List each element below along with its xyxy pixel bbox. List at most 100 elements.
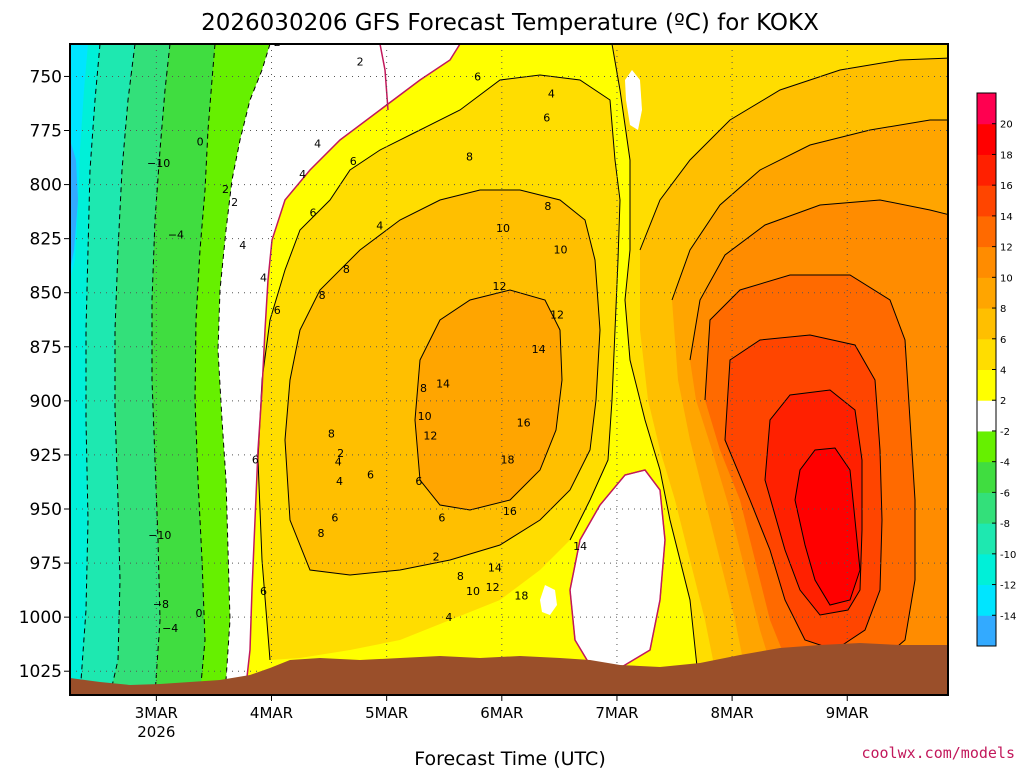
colorbar-swatch (977, 215, 996, 248)
contour-label: −10 (148, 529, 171, 542)
contour-label: 8 (466, 150, 473, 163)
contour-label: 12 (493, 280, 507, 293)
colorbar-tick-label: -6 (1000, 488, 1010, 499)
contour-label: 2 (274, 36, 281, 49)
contour-label: 8 (318, 527, 325, 540)
colorbar-tick-label: -12 (1000, 581, 1016, 592)
colorbar-swatch (977, 584, 996, 616)
contour-label: 8 (544, 200, 551, 213)
credit-text: coolwx.com/models (861, 744, 1015, 762)
contour-label: 4 (548, 88, 555, 101)
contour-label: 2 (231, 196, 238, 209)
fill-band-orange-core (415, 290, 562, 510)
colorbar-tick-label: 6 (1000, 335, 1006, 346)
x-tick-label: 9MAR (826, 704, 869, 722)
x-tick-label: 6MAR (480, 704, 523, 722)
colorbar: -14 -12 -10 -8 -6 -4 -2 2 4 6 8 10 12 14 16 18 20 (976, 92, 1016, 647)
x-tick-label: 4MAR (250, 704, 293, 722)
chart-title: 2026030206 GFS Forecast Temperature (ºC)… (201, 10, 819, 36)
contour-label: 6 (309, 207, 316, 220)
y-tick-label: 1025 (19, 662, 62, 682)
contour-label: 14 (488, 561, 502, 574)
y-tick-label: 950 (30, 500, 62, 520)
contour-label: 4 (299, 168, 306, 181)
grid (70, 44, 948, 695)
colorbar-tick-label: 16 (1000, 181, 1013, 192)
colorbar-tick-label: -4 (1000, 458, 1010, 469)
contour-label: 6 (274, 304, 281, 317)
contour-label: 10 (554, 243, 568, 256)
colorbar-swatch (977, 185, 996, 217)
colorbar-swatch (977, 93, 996, 125)
contour-label: 6 (415, 475, 422, 488)
contour-label: 4 (336, 475, 343, 488)
colorbar-tick-label: 18 (1000, 150, 1013, 161)
contour-label: 8 (420, 382, 427, 395)
contour-label: 6 (350, 155, 357, 168)
contour-label: 14 (532, 343, 546, 356)
contour-label: 4 (445, 611, 452, 624)
contour-label: 14 (573, 540, 587, 553)
fill-band-white-pocket (570, 470, 665, 668)
contour-label: 2 (222, 183, 229, 196)
contour-label: 8 (457, 570, 464, 583)
contour-label: 4 (314, 137, 321, 150)
contour-label: 18 (514, 590, 528, 603)
fill-band-white-small (540, 585, 557, 615)
colorbar-tick-label: 14 (1000, 212, 1013, 223)
colorbar-swatch (977, 369, 996, 401)
x-tick-label: 3MAR (135, 704, 178, 722)
colorbar-swatch (977, 553, 996, 586)
ground-terrain (70, 643, 948, 695)
contour-label: −10 (147, 157, 170, 170)
colorbar-tick-label: 8 (1000, 304, 1006, 315)
contour-label: 10 (418, 410, 432, 423)
y-tick-label: 750 (30, 67, 62, 87)
contour-label: 6 (260, 585, 267, 598)
x-tick-label: 8MAR (711, 704, 754, 722)
colorbar-swatch (977, 123, 996, 155)
colorbar-tick-label: 12 (1000, 243, 1013, 254)
contour-label: 16 (503, 505, 517, 518)
contour-label: 4 (376, 220, 383, 233)
contour-label: 6 (474, 70, 481, 83)
colorbar-tick-label: 4 (1000, 366, 1006, 377)
contour-label: 12 (486, 581, 500, 594)
colorbar-swatch (977, 338, 996, 370)
contour-label: 18 (501, 453, 515, 466)
contour-label: −4 (162, 622, 178, 635)
negative-contour-lines (79, 44, 271, 695)
colorbar-swatch (977, 400, 996, 432)
colorbar-swatch (977, 430, 996, 463)
y-tick-label: 775 (30, 122, 62, 142)
contour-label: 6 (438, 512, 445, 525)
colorbar-tick-label: -8 (1000, 519, 1010, 530)
colorbar-tick-label: -2 (1000, 427, 1010, 438)
contour-label: 8 (319, 289, 326, 302)
x-tick-label: 7MAR (595, 704, 638, 722)
contour-label: 8 (343, 263, 350, 276)
contour-label: 6 (543, 112, 550, 125)
y-tick-label: 825 (30, 230, 62, 250)
contour-label: 0 (195, 607, 202, 620)
colorbar-swatch (977, 308, 996, 340)
y-tick-label: 900 (30, 392, 62, 412)
contour-label: 4 (335, 455, 342, 468)
colorbar-swatch (977, 154, 996, 186)
contour-label: 14 (436, 378, 450, 391)
contour-label: 6 (331, 512, 338, 525)
contour-label: 12 (423, 429, 437, 442)
y-tick-label: 1000 (19, 608, 62, 628)
contour-label: 4 (239, 239, 246, 252)
colorbar-tick-label: 20 (1000, 120, 1013, 131)
colorbar-tick-label: 2 (1000, 396, 1006, 407)
fill-band-white-upper (625, 70, 642, 130)
contour-label: 12 (550, 308, 564, 321)
contour-lines (257, 44, 948, 695)
contour-label: 6 (367, 468, 374, 481)
contour-label: 16 (517, 416, 531, 429)
colorbar-tick-label: -14 (1000, 611, 1016, 622)
colorbar-swatch (977, 523, 996, 555)
